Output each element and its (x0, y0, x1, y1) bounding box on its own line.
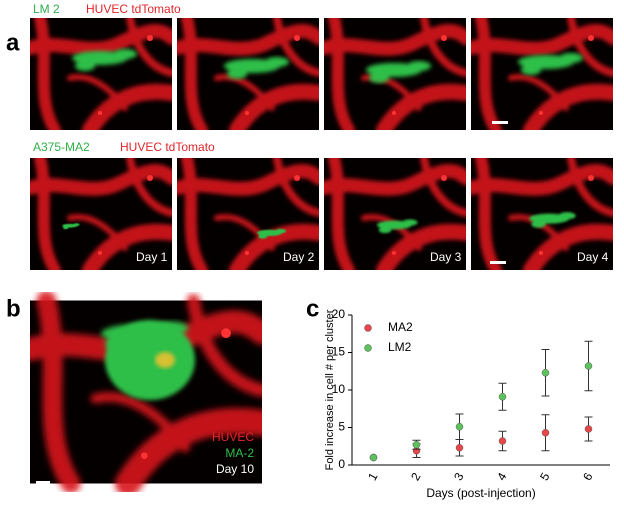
y-tick-label: 10 (332, 382, 346, 396)
x-tick-label: 6 (580, 470, 596, 483)
data-point (541, 429, 550, 437)
data-point (455, 444, 464, 452)
legend-text: HUVEC (212, 430, 254, 444)
y-tick-label: 0 (338, 457, 345, 471)
data-point (412, 441, 421, 449)
day-label: Day 3 (430, 250, 462, 264)
legend-marker (364, 344, 372, 352)
image-b: HUVEC MA-2 Day 10 (30, 301, 262, 484)
data-point (455, 423, 464, 431)
x-tick-label: 3 (451, 470, 467, 483)
y-tick-label: 20 (332, 307, 346, 321)
chart: Fold increase in cell # per cluster Days… (324, 307, 610, 500)
legend-text: HUVEC tdTomato (120, 140, 215, 154)
legend-text: MA-2 (225, 446, 254, 460)
image-row: Day 1 Day 2 Day 3 Day 4 (30, 158, 613, 270)
x-tick-label: 2 (408, 470, 424, 483)
data-point (584, 425, 593, 433)
data-point (498, 437, 507, 445)
y-tick-label: 15 (332, 345, 346, 359)
legend-text: LM 2 (33, 2, 60, 16)
x-tick-label: 4 (494, 470, 510, 483)
x-axis-label: Days (post-injection) (426, 486, 535, 500)
legend-label: LM2 (388, 340, 412, 354)
panel-label: b (6, 295, 21, 322)
image-row (30, 18, 613, 130)
legend-text: A375-MA2 (33, 140, 90, 154)
data-point (369, 453, 378, 462)
legend-text: Day 10 (216, 462, 254, 476)
y-tick-label: 5 (338, 420, 345, 434)
x-tick-label: 5 (537, 470, 553, 483)
day-label: Day 1 (136, 250, 168, 264)
panel-label: c (306, 295, 319, 322)
y-axis-label: Fold increase in cell # per cluster (324, 309, 336, 470)
data-point (498, 393, 507, 401)
data-point (541, 369, 550, 377)
x-tick-label: 1 (365, 470, 381, 483)
data-point (584, 362, 593, 370)
panel-label: a (6, 29, 20, 56)
day-label: Day 2 (283, 250, 315, 264)
legend-label: MA2 (388, 320, 413, 334)
day-label: Day 4 (577, 250, 609, 264)
legend-marker (364, 324, 372, 332)
legend-text: HUVEC tdTomato (86, 2, 181, 16)
